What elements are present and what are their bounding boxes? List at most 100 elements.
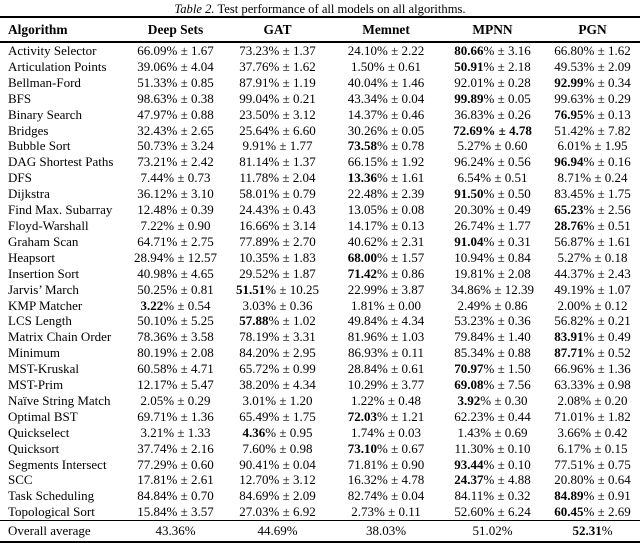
- table-row-insertion-sort: Insertion Sort 40.98% ± 4.65 29.52% ± 1.87…: [0, 266, 640, 282]
- result-cell-deep-sets: 98.63% ± 0.38: [137, 90, 214, 106]
- algorithm-name: LCS Length: [8, 313, 72, 329]
- algorithm-name: Activity Selector: [8, 43, 97, 58]
- result-cell-gat: 25.64% ± 6.60: [239, 122, 316, 138]
- result-cell-gat: 77.89% ± 2.70: [239, 233, 316, 249]
- result-cell-deep-sets: 64.71% ± 2.75: [137, 233, 214, 249]
- result-cell-deep-sets: 7.22% ± 0.90: [140, 217, 211, 233]
- algorithm-name: Floyd-Warshall: [8, 217, 89, 233]
- table-row-segments-intersect: Segments Intersect 77.29% ± 0.60 90.41% ± …: [0, 457, 640, 473]
- result-cell-mpnn: 1.43% ± 0.69: [457, 424, 528, 440]
- result-cell-mpnn: 53.23% ± 0.36: [454, 313, 531, 329]
- result-cell-pgn: 28.76% ± 0.51: [554, 217, 631, 233]
- result-cell-memnet: 14.37% ± 0.46: [347, 106, 425, 122]
- result-cell-mpnn: 34.86% ± 12.39: [451, 281, 534, 297]
- table-caption: Table 2. Test performance of all models …: [0, 0, 640, 16]
- result-cell-pgn: 8.71% ± 0.24: [557, 170, 628, 186]
- result-cell-memnet: 28.84% ± 0.61: [347, 361, 425, 377]
- result-cell-mpnn: 20.30% ± 0.49: [454, 202, 531, 218]
- result-cell-memnet: 22.48% ± 2.39: [347, 186, 425, 202]
- result-cell-deep-sets: 7.44% ± 0.73: [140, 170, 211, 186]
- result-cell-memnet: 40.04% ± 1.46: [347, 74, 425, 90]
- result-cell-memnet: 49.84% ± 4.34: [347, 313, 425, 329]
- table-row-na-ve-string-match: Naïve String Match 2.05% ± 0.29 3.01% ± 1.…: [0, 393, 640, 409]
- result-cell-memnet: 16.32% ± 4.78: [347, 472, 425, 488]
- result-cell-gat: 3.03% ± 0.36: [242, 297, 313, 313]
- result-cell-memnet: 71.42% ± 0.86: [347, 265, 425, 281]
- result-cell-mpnn: 26.74% ± 1.77: [454, 217, 531, 233]
- algorithm-name: Bellman-Ford: [8, 74, 81, 90]
- result-cell-pgn: 5.27% ± 0.18: [557, 249, 628, 265]
- result-cell-deep-sets: 50.10% ± 5.25: [137, 313, 214, 329]
- result-cell-memnet: 73.58% ± 0.78: [347, 138, 425, 154]
- result-cell-deep-sets: 36.12% ± 3.10: [137, 186, 214, 202]
- result-cell-pgn: 66.96% ± 1.36: [554, 361, 631, 377]
- result-cell-deep-sets: 50.73% ± 3.24: [137, 138, 214, 154]
- result-cell-gat: 81.14% ± 1.37: [239, 154, 316, 170]
- result-cell-pgn: 65.23% ± 2.56: [554, 202, 631, 218]
- result-cell-gat: 87.91% ± 1.19: [239, 74, 316, 90]
- algorithm-name: DFS: [8, 170, 32, 186]
- result-cell-gat: 10.35% ± 1.83: [239, 249, 316, 265]
- table-row-topological-sort: Topological Sort 15.84% ± 3.57 27.03% ± 6.…: [0, 504, 640, 520]
- result-cell-gat: 73.23% ± 1.37: [239, 43, 316, 58]
- algorithm-name: Quickselect: [8, 424, 70, 440]
- table-row-mst-kruskal: MST-Kruskal 60.58% ± 4.71 65.72% ± 0.99 28.…: [0, 361, 640, 377]
- result-cell-mpnn: 10.94% ± 0.84: [454, 249, 531, 265]
- result-cell-mpnn: 52.60% ± 6.24: [454, 504, 531, 520]
- result-cell-mpnn: 70.97% ± 1.50: [454, 361, 531, 377]
- result-cell-memnet: 71.81% ± 0.90: [347, 456, 425, 472]
- result-cell-deep-sets: 15.84% ± 3.57: [137, 504, 214, 520]
- result-cell-deep-sets: 47.97% ± 0.88: [137, 106, 214, 122]
- result-cell-gat: 4.36% ± 0.95: [242, 424, 313, 440]
- result-cell-deep-sets: 39.06% ± 4.04: [137, 58, 214, 74]
- column-header-gat: GAT: [223, 16, 332, 43]
- result-cell-pgn: 2.00% ± 0.12: [557, 297, 628, 313]
- result-cell-pgn: 60.45% ± 2.69: [554, 504, 631, 520]
- algorithm-name: MST-Prim: [8, 377, 64, 393]
- result-cell-memnet: 14.17% ± 0.13: [347, 217, 425, 233]
- result-cell-mpnn: 80.66% ± 3.16: [454, 43, 531, 58]
- result-cell-pgn: 51.42% ± 7.82: [554, 122, 631, 138]
- result-cell-pgn: 49.19% ± 1.07: [554, 281, 631, 297]
- algorithm-name: DAG Shortest Paths: [8, 154, 114, 170]
- result-cell-gat: 37.76% ± 1.62: [239, 58, 316, 74]
- result-cell-gat: 65.49% ± 1.75: [239, 408, 316, 424]
- overall-value-gat: 44.69%: [223, 520, 332, 543]
- table-row-mst-prim: MST-Prim 12.17% ± 5.47 38.20% ± 4.34 10.29%…: [0, 377, 640, 393]
- table-row-bubble-sort: Bubble Sort 50.73% ± 3.24 9.91% ± 1.77 73.5…: [0, 138, 640, 154]
- caption-tag: Table 2.: [174, 2, 215, 16]
- result-cell-deep-sets: 17.81% ± 2.61: [137, 472, 214, 488]
- result-cell-gat: 84.20% ± 2.95: [239, 345, 316, 361]
- result-cell-mpnn: 91.50% ± 0.50: [454, 186, 531, 202]
- table-row-jarvis-march: Jarvis’ March 50.25% ± 0.81 51.51% ± 10.25…: [0, 282, 640, 298]
- result-cell-memnet: 82.74% ± 0.04: [347, 488, 425, 504]
- result-cell-pgn: 96.94% ± 0.16: [554, 154, 631, 170]
- result-cell-pgn: 49.53% ± 2.09: [554, 58, 631, 74]
- result-cell-mpnn: 11.30% ± 0.10: [454, 440, 531, 456]
- result-cell-deep-sets: 51.33% ± 0.85: [137, 74, 214, 90]
- result-cell-pgn: 83.45% ± 1.75: [554, 186, 631, 202]
- result-cell-deep-sets: 3.21% ± 1.33: [140, 424, 211, 440]
- result-cell-pgn: 6.17% ± 0.15: [557, 440, 628, 456]
- result-cell-gat: 12.70% ± 3.12: [239, 472, 316, 488]
- table-row-floyd-warshall: Floyd-Warshall 7.22% ± 0.90 16.66% ± 3.14 1…: [0, 218, 640, 234]
- overall-value-memnet: 38.03%: [332, 520, 440, 543]
- result-cell-gat: 24.43% ± 0.43: [239, 202, 316, 218]
- result-cell-deep-sets: 28.94% ± 12.57: [134, 249, 217, 265]
- result-cell-memnet: 10.29% ± 3.77: [347, 377, 425, 393]
- algorithm-name: Insertion Sort: [8, 265, 80, 281]
- result-cell-deep-sets: 73.21% ± 2.42: [137, 154, 214, 170]
- result-cell-deep-sets: 80.19% ± 2.08: [137, 345, 214, 361]
- result-cell-memnet: 72.03% ± 1.21: [347, 408, 425, 424]
- result-cell-pgn: 71.01% ± 1.82: [554, 408, 631, 424]
- result-cell-pgn: 2.08% ± 0.20: [557, 392, 628, 408]
- table-row-minimum: Minimum 80.19% ± 2.08 84.20% ± 2.95 86.93% …: [0, 345, 640, 361]
- result-cell-mpnn: 85.34% ± 0.88: [454, 345, 531, 361]
- result-cell-gat: 51.51% ± 10.25: [236, 281, 319, 297]
- result-cell-gat: 99.04% ± 0.21: [239, 90, 316, 106]
- result-cell-deep-sets: 40.98% ± 4.65: [137, 265, 214, 281]
- algorithm-name: Topological Sort: [8, 504, 95, 520]
- table-row-bfs: BFS 98.63% ± 0.38 99.04% ± 0.21 43.34% ± 0.…: [0, 91, 640, 107]
- result-cell-deep-sets: 84.84% ± 0.70: [137, 488, 214, 504]
